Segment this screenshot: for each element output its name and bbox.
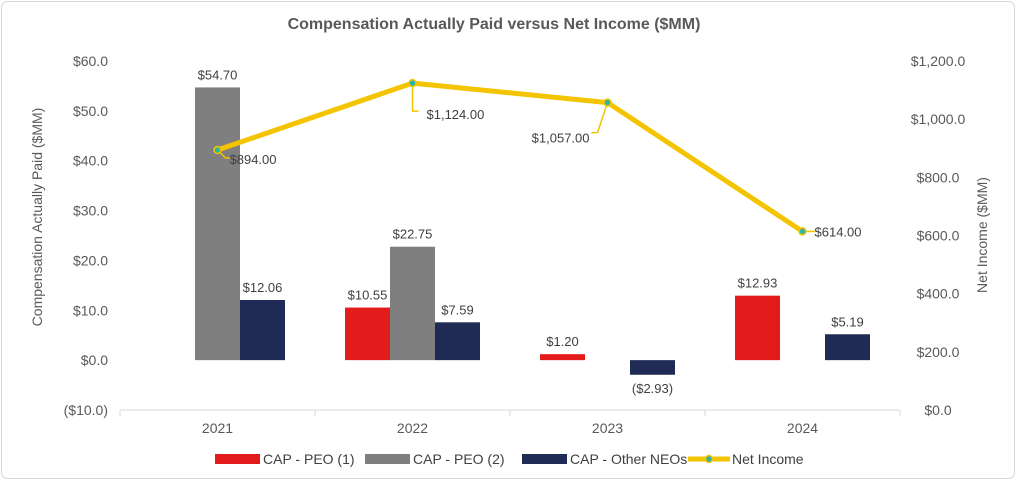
y2-tick-label: $0.0	[924, 402, 951, 418]
line-layer	[213, 78, 817, 236]
legend-label: CAP - PEO (1)	[263, 451, 355, 467]
bar-data-label: $54.70	[198, 67, 238, 82]
bar-data-label: $22.75	[393, 227, 433, 242]
bar-data-label: $5.19	[831, 314, 864, 329]
bar	[390, 246, 435, 361]
y-tick-label: $20.0	[73, 252, 108, 268]
y-axis-label: Compensation Actually Paid ($MM)	[29, 108, 45, 327]
net-income-point	[603, 98, 612, 107]
bar-data-label: $12.93	[738, 276, 778, 291]
y-tick-label: $10.0	[73, 302, 108, 318]
bar-data-label: $7.59	[441, 302, 474, 317]
y2-tick-label: $200.0	[917, 344, 960, 360]
bar	[630, 360, 675, 375]
legend-label: Net Income	[732, 451, 804, 467]
y2-tick-label: $400.0	[917, 286, 960, 302]
net-income-line	[215, 80, 805, 234]
bar	[195, 87, 240, 361]
line-label-leader	[591, 102, 609, 134]
y-tick-label: $30.0	[73, 203, 108, 219]
bar-data-label: $12.06	[243, 280, 283, 295]
legend-label: CAP - Other NEOs	[570, 451, 687, 467]
bars-layer	[195, 87, 870, 375]
net-income-point	[408, 78, 417, 88]
x-tick-label: 2022	[397, 420, 428, 436]
bar	[735, 295, 780, 361]
chart-title: Compensation Actually Paid versus Net In…	[288, 16, 701, 33]
bar	[825, 334, 870, 361]
bar-data-label: $10.55	[348, 288, 388, 303]
line-data-label: $1,124.00	[427, 107, 485, 122]
bar	[240, 300, 285, 361]
x-tick-label: 2023	[592, 420, 623, 436]
line-data-label: $614.00	[815, 224, 862, 239]
y-tick-label: $60.0	[73, 53, 108, 69]
line-label-leader	[411, 83, 419, 112]
net-income-point	[798, 227, 807, 236]
axes-layer: 2021 2022 2023 2024 $60.0 $50.0 $40.0 $30.0 $20.…	[64, 53, 966, 436]
y-tick-label: $40.0	[73, 153, 108, 169]
legend-label: CAP - PEO (2)	[413, 451, 505, 467]
legend: CAP - PEO (1) CAP - PEO (2) CAP - Other NE…	[215, 451, 804, 467]
y2-tick-label: $600.0	[917, 228, 960, 244]
bar	[345, 307, 390, 361]
y2-tick-label: $1,200.0	[911, 53, 966, 69]
y-tick-label: $50.0	[73, 103, 108, 119]
y2-tick-label: $1,000.0	[911, 111, 966, 127]
y-tick-label: $0.0	[81, 352, 108, 368]
legend-swatch	[215, 454, 260, 464]
line-data-label: $1,057.00	[532, 131, 590, 146]
legend-marker	[704, 454, 714, 464]
legend-swatch	[365, 454, 410, 464]
bar-data-label: $1.20	[546, 334, 579, 349]
bar-data-label: ($2.93)	[632, 381, 673, 396]
x-tick-label: 2021	[202, 420, 233, 436]
bar	[435, 322, 480, 361]
data-labels-layer: $10.55 $1.20 $12.93 $54.70 $22.75 $12.06 $7.59…	[198, 67, 864, 395]
net-income-point	[213, 145, 222, 155]
x-tick-label: 2024	[787, 420, 818, 436]
legend-swatch	[522, 454, 567, 464]
line-data-label: $894.00	[230, 152, 277, 167]
bar	[540, 354, 585, 361]
y-tick-label: ($10.0)	[64, 402, 108, 418]
y2-axis-label: Net Income ($MM)	[974, 177, 990, 293]
y2-tick-label: $800.0	[917, 169, 960, 185]
